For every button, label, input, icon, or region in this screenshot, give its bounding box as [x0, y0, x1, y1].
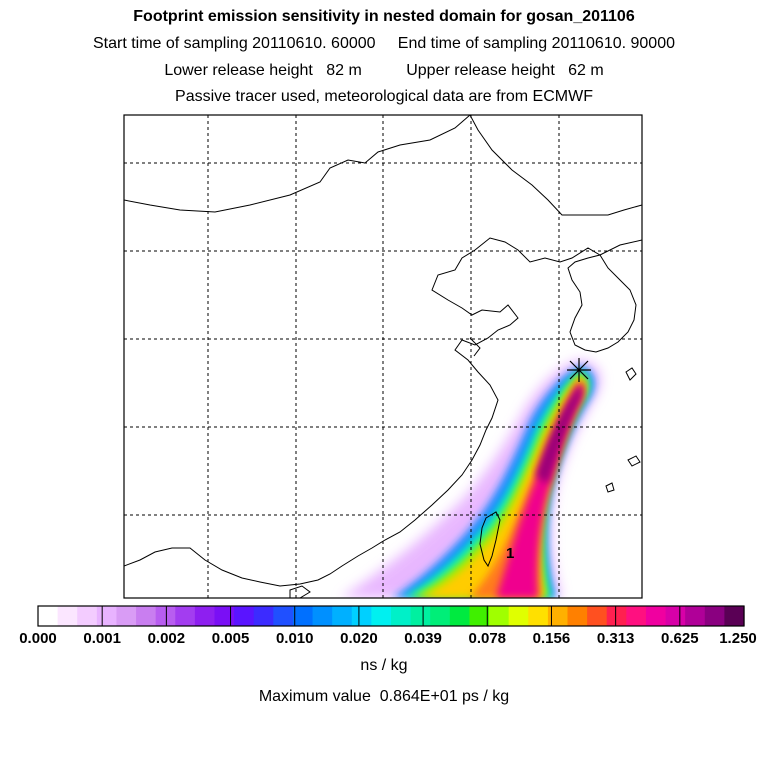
sampling-time-line: Start time of sampling 20110610. 60000 E…: [92, 35, 675, 52]
colorbar-tick-label: 0.002: [147, 630, 186, 647]
colorbar-cell: [547, 606, 569, 626]
colorbar-ticks: [37, 606, 745, 626]
colorbar-cell: [430, 606, 451, 626]
colorbar-cell: [528, 606, 549, 626]
colorbar-cell: [645, 606, 667, 626]
coastlines: [124, 115, 642, 598]
colorbar-cell: [391, 606, 412, 626]
border-north: [124, 115, 471, 213]
bay-detail: [469, 337, 481, 357]
colorbar-cell: [155, 606, 176, 626]
colorbar-cell: [214, 606, 235, 626]
colorbar-tick-label: 0.005: [211, 630, 250, 647]
island-small-3: [605, 482, 615, 493]
plume-layer-green: [410, 373, 587, 598]
colorbar-cell: [489, 606, 510, 626]
colorbar-tick-label: 0.000: [19, 630, 57, 647]
colorbar-tick-label: 0.078: [468, 630, 507, 647]
map-area: 1: [124, 115, 642, 598]
colorbar-cell: [332, 606, 353, 626]
island-small-1: [625, 367, 637, 381]
colorbar-cell: [724, 606, 745, 626]
maximum-value-text: Maximum value 0.864E+01 ps / kg: [258, 688, 510, 705]
colorbar-cell: [371, 606, 392, 626]
colorbar-tick-label: 0.020: [340, 630, 378, 647]
colorbar-tick-label: 0.039: [404, 630, 442, 647]
colorbar-cell: [57, 606, 78, 626]
colorbar-cell: [312, 606, 333, 626]
colorbar-cell: [469, 606, 490, 626]
border-northeast: [469, 115, 642, 216]
colorbar-unit: ns / kg: [360, 657, 408, 674]
colorbar-cell: [665, 606, 686, 626]
map-frame: [123, 114, 643, 599]
colorbar-cell: [234, 606, 255, 626]
plot-title: Footprint emission sensitivity in nested…: [133, 8, 635, 25]
china-east-coast: [124, 237, 642, 587]
colorbar-tick-label: 1.250: [719, 630, 757, 647]
colorbar-cell: [685, 606, 706, 626]
colorbar-cell: [38, 606, 59, 626]
lat-lon-grid: [124, 115, 642, 598]
colorbar-cell: [175, 606, 196, 626]
asterisk-icon: [567, 358, 591, 382]
colorbar-cell: [136, 606, 157, 626]
colorbar-cell: [77, 606, 98, 626]
colorbar-cell: [253, 606, 274, 626]
colorbar-cell: [292, 606, 314, 626]
colorbar-cell: [567, 606, 588, 626]
colorbar-cell: [704, 606, 725, 626]
colorbar-cell: [96, 606, 118, 626]
taiwan-island: [479, 511, 501, 568]
colorbar-tick-label: 0.313: [596, 630, 635, 647]
colorbar-tick-label: 0.156: [532, 630, 571, 647]
korea-peninsula: [567, 254, 637, 353]
release-height-line: Lower release height 82 m Upper release …: [164, 62, 604, 79]
colorbar-cell: [606, 606, 627, 626]
hainan-island: [289, 585, 311, 598]
colorbar-cell: [449, 606, 471, 626]
colorbar-tick-label: 0.625: [661, 630, 699, 647]
colorbar-tick-label: 0.001: [83, 630, 121, 647]
plume-layer-cyan: [402, 370, 590, 598]
tracer-info-line: Passive tracer used, meteorological data…: [175, 88, 593, 105]
colorbar-cell: [410, 606, 431, 626]
colorbar-cell: [273, 606, 294, 626]
island-small-2: [627, 455, 641, 467]
release-site-label: 1: [506, 545, 514, 562]
sensitivity-plume: [340, 360, 601, 598]
colorbar-cell: [587, 606, 608, 626]
colorbar-cell: [351, 606, 372, 626]
colorbar-cell: [626, 606, 647, 626]
colorbar-cell: [508, 606, 529, 626]
colorbar-tick-label: 0.010: [275, 630, 314, 647]
colorbar-cell: [194, 606, 216, 626]
colorbar: [38, 606, 745, 626]
colorbar-cell: [116, 606, 137, 626]
